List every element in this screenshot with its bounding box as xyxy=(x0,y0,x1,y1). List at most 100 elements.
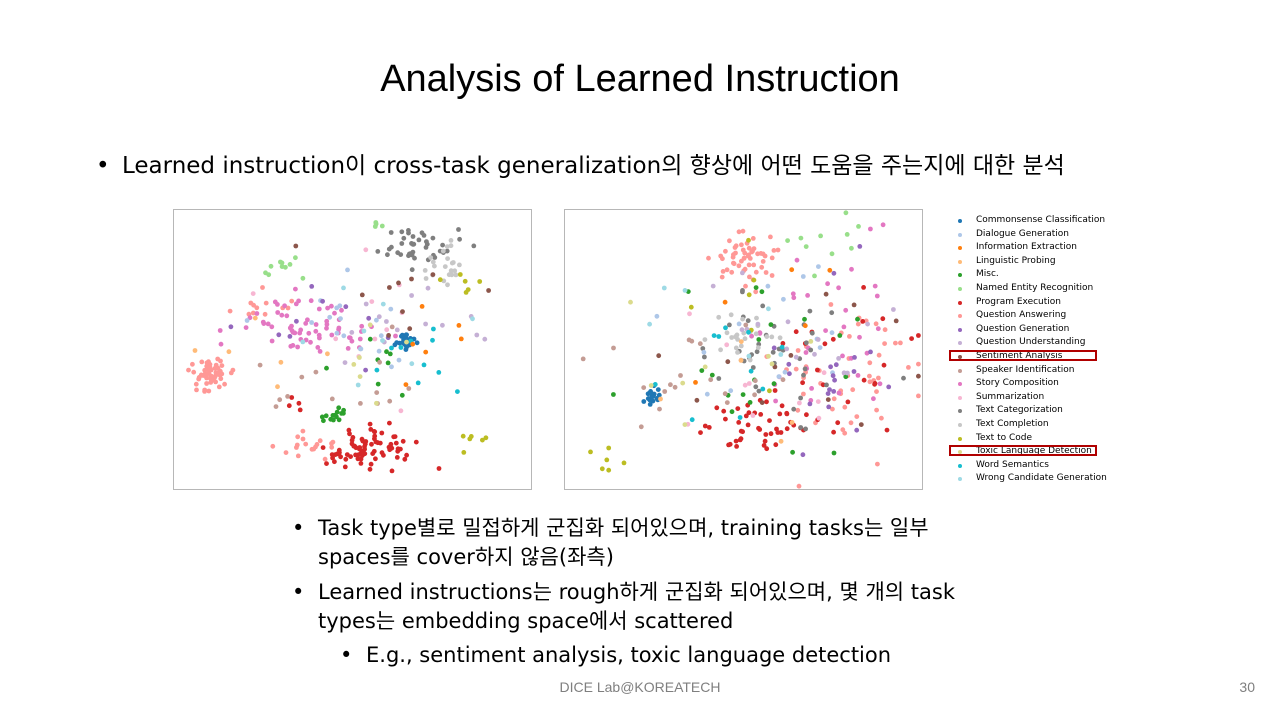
bullet-item-2: • Learned instructions는 rough하게 군집화 되어있으… xyxy=(292,578,1052,636)
scatter-point xyxy=(754,349,760,355)
scatter-point xyxy=(854,414,860,419)
scatter-point xyxy=(373,439,379,445)
scatter-point xyxy=(208,373,214,379)
scatter-point xyxy=(793,366,799,372)
scatter-point xyxy=(463,290,469,295)
scatter-point xyxy=(309,284,315,289)
scatter-point xyxy=(740,270,745,276)
scatter-point xyxy=(815,367,820,373)
scatter-point xyxy=(760,303,766,309)
scatter-point xyxy=(861,377,867,383)
scatter-point xyxy=(436,370,442,375)
scatter-point xyxy=(796,483,802,489)
scatter-point xyxy=(373,456,378,462)
scatter-point xyxy=(755,345,761,351)
scatter-point xyxy=(739,327,745,333)
scatter-point xyxy=(807,308,813,314)
scatter-point xyxy=(270,443,276,449)
scatter-point xyxy=(657,406,662,412)
scatter-point xyxy=(404,452,409,458)
scatter-point xyxy=(192,348,198,353)
scatter-point xyxy=(771,381,777,387)
scatter-point xyxy=(409,267,415,273)
scatter-point xyxy=(449,260,455,266)
tsne-plot-right xyxy=(564,209,923,490)
scatter-point xyxy=(740,316,745,322)
scatter-point xyxy=(276,332,282,338)
scatter-point xyxy=(854,427,860,433)
scatter-point xyxy=(407,326,413,332)
scatter-point xyxy=(729,409,735,415)
scatter-point xyxy=(329,444,335,450)
scatter-point xyxy=(785,238,790,243)
scatter-point xyxy=(300,275,306,281)
scatter-point xyxy=(366,315,372,321)
scatter-point xyxy=(399,229,405,235)
scatter-point xyxy=(257,362,263,368)
scatter-point xyxy=(294,318,299,324)
scatter-point xyxy=(737,415,743,420)
scatter-point xyxy=(803,426,808,432)
scatter-point xyxy=(733,345,739,351)
scatter-point xyxy=(893,318,899,324)
scatter-point xyxy=(341,285,346,291)
scatter-point xyxy=(880,222,886,228)
scatter-point xyxy=(760,386,766,392)
legend-marker xyxy=(958,368,962,373)
scatter-point xyxy=(219,363,225,368)
scatter-point xyxy=(832,377,837,383)
scatter-point xyxy=(698,430,703,435)
scatter-point xyxy=(843,374,849,380)
scatter-point xyxy=(348,454,353,459)
scatter-point xyxy=(486,288,491,293)
scatter-point xyxy=(762,438,768,444)
scatter-point xyxy=(689,417,695,423)
scatter-point xyxy=(337,450,342,455)
scatter-point xyxy=(901,375,906,381)
scatter-point xyxy=(359,323,365,329)
scatter-point xyxy=(746,237,751,243)
scatter-point xyxy=(338,454,343,460)
scatter-point xyxy=(678,373,683,378)
scatter-point xyxy=(769,255,775,261)
scatter-point xyxy=(789,420,795,425)
scatter-point xyxy=(345,267,350,273)
scatter-point xyxy=(798,235,804,241)
legend-label: Text Completion xyxy=(976,418,1049,429)
scatter-point xyxy=(324,461,329,466)
bullet-1-line-2: spaces를 cover하지 않음(좌측) xyxy=(318,545,614,569)
scatter-point xyxy=(262,311,268,317)
scatter-point xyxy=(752,378,758,384)
scatter-point xyxy=(190,361,195,367)
scatter-point xyxy=(851,369,857,374)
scatter-point xyxy=(349,330,355,335)
scatter-point xyxy=(275,310,281,315)
scatter-point xyxy=(766,306,771,312)
scatter-point xyxy=(746,381,752,386)
legend-marker xyxy=(958,300,962,305)
scatter-point xyxy=(714,405,720,411)
scatter-point xyxy=(769,334,775,340)
scatter-point xyxy=(800,452,806,458)
scatter-point xyxy=(194,387,199,393)
scatter-point xyxy=(343,304,349,310)
scatter-point xyxy=(781,296,786,302)
scatter-point xyxy=(808,347,814,353)
scatter-point xyxy=(611,345,616,351)
scatter-point xyxy=(300,436,306,442)
scatter-point xyxy=(313,322,319,327)
scatter-point xyxy=(842,404,848,410)
scatter-point xyxy=(474,332,480,338)
scatter-point xyxy=(723,248,728,254)
scatter-point xyxy=(408,251,413,256)
scatter-point xyxy=(367,421,373,427)
scatter-point xyxy=(334,414,339,420)
scatter-point xyxy=(845,399,851,405)
scatter-point xyxy=(457,272,463,277)
scatter-point xyxy=(719,274,725,280)
scatter-point xyxy=(345,346,351,351)
scatter-point xyxy=(778,438,784,444)
legend-marker xyxy=(958,450,962,455)
scatter-point xyxy=(882,327,888,333)
scatter-point xyxy=(857,334,862,340)
